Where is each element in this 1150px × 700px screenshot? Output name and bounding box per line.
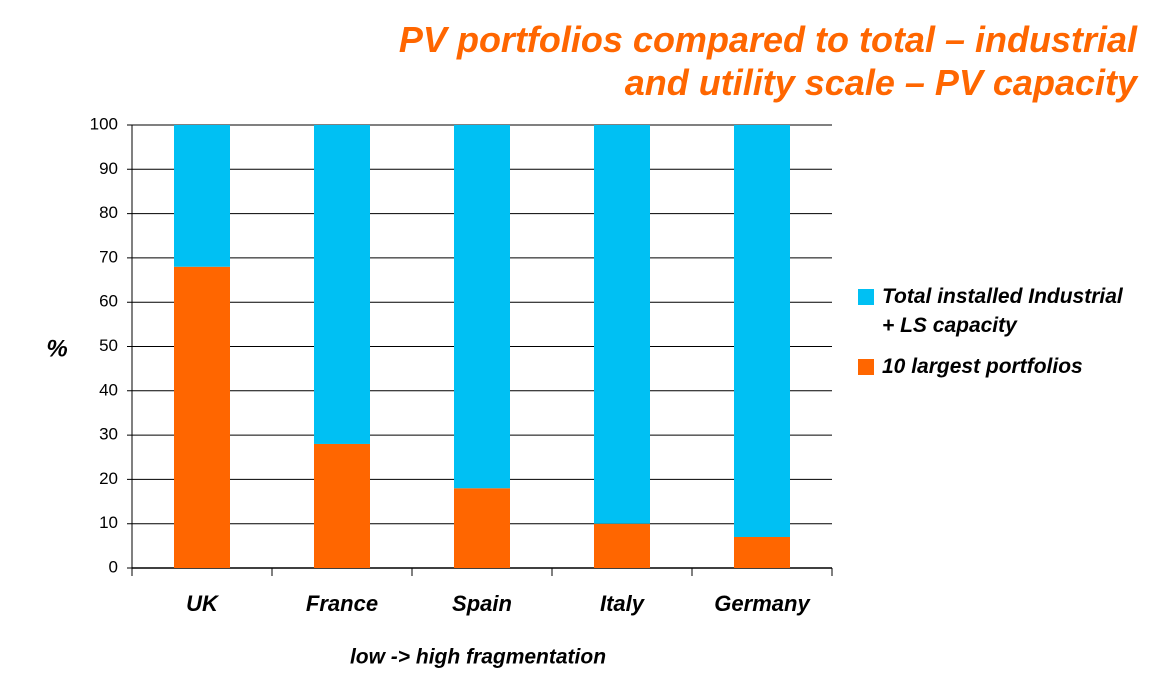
y-tick-label: 40 (99, 380, 118, 399)
y-tick-label: 90 (99, 159, 118, 178)
y-axis-label: % (46, 335, 67, 362)
x-tick-label: Italy (600, 591, 646, 616)
bar-segment (594, 125, 650, 524)
bar-segment (594, 523, 650, 568)
bar-segment (174, 266, 230, 568)
legend-swatch (858, 289, 874, 305)
bar-segment (734, 536, 790, 568)
y-tick-label: 60 (99, 292, 118, 311)
x-axis-label: low -> high fragmentation (350, 646, 606, 669)
chart-title: PV portfolios compared to total – indust… (398, 19, 1137, 103)
y-tick-label: 70 (99, 247, 118, 266)
y-tick-label: 50 (99, 336, 118, 355)
y-tick-label: 20 (99, 469, 118, 488)
bar-segment (454, 488, 510, 568)
y-tick-label: 100 (90, 114, 118, 133)
x-tick-label: Germany (714, 591, 811, 616)
legend-label: Total installed Industrial + LS capacity (882, 285, 1123, 337)
bar-segment (454, 125, 510, 489)
legend-swatch (858, 359, 874, 375)
x-tick-label: Spain (452, 591, 512, 616)
bar-segment (314, 125, 370, 444)
y-tick-label: 10 (99, 513, 118, 532)
legend-item: Total installed Industrial + LS capacity (858, 282, 1148, 340)
y-tick-label: 30 (99, 425, 118, 444)
bar-segment (734, 125, 790, 537)
legend-label: 10 largest portfolios (882, 355, 1083, 378)
y-tick-label: 0 (109, 557, 118, 576)
legend-item: 10 largest portfolios (858, 352, 1148, 381)
x-tick-label: UK (186, 591, 220, 616)
bar-segment (174, 125, 230, 267)
bar-segment (314, 443, 370, 568)
x-tick-label: France (306, 591, 378, 616)
legend: Total installed Industrial + LS capacity… (858, 282, 1148, 393)
y-tick-label: 80 (99, 203, 118, 222)
